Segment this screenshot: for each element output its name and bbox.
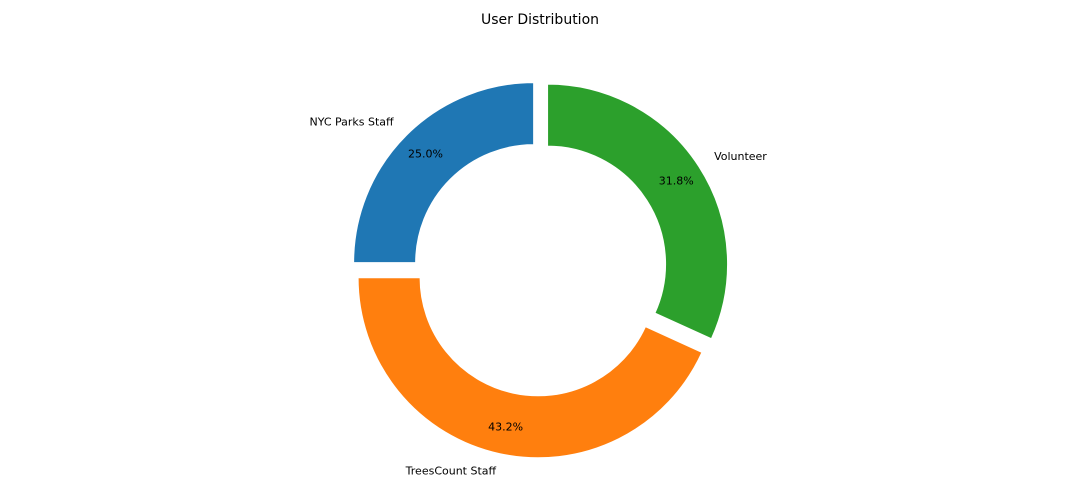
donut-slices xyxy=(353,82,729,459)
percent-label: 31.8% xyxy=(659,174,694,187)
category-label: TreesCount Staff xyxy=(405,464,497,477)
slice-volunteer xyxy=(547,83,729,340)
slice-labels: NYC Parks Staff 25.0% TreesCount Staff 43.2… xyxy=(309,116,767,478)
percent-label: 43.2% xyxy=(488,420,523,433)
slice-treescount-staff xyxy=(357,277,703,459)
category-label: Volunteer xyxy=(714,150,767,163)
percent-label: 25.0% xyxy=(408,147,443,160)
chart-title: User Distribution xyxy=(481,12,599,28)
category-label: NYC Parks Staff xyxy=(309,116,394,129)
slice-nyc-parks-staff xyxy=(353,82,535,264)
